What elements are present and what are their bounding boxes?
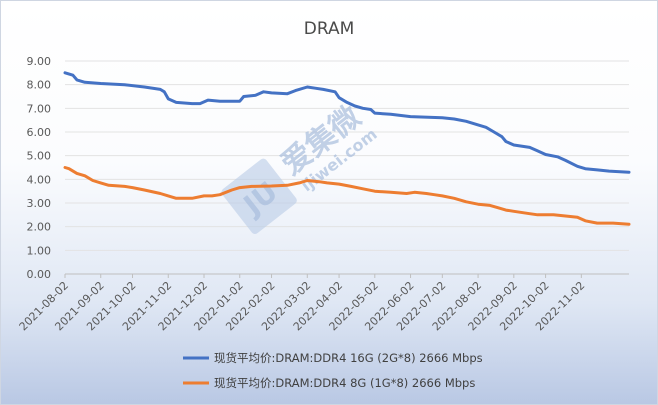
y-axis-ticks: 0.00 1.00 2.00 3.00 4.00 5.00 6.00 7.00 8.00 9.00 <box>27 55 52 281</box>
y-tick-label: 4.00 <box>27 173 52 186</box>
y-tick-label: 3.00 <box>27 197 52 210</box>
y-tick-label: 6.00 <box>27 126 52 139</box>
y-tick-label: 2.00 <box>27 221 52 234</box>
legend: 现货平均价:DRAM:DDR4 16G (2G*8) 2666 Mbps 现货平… <box>183 351 483 390</box>
watermark: JU 爱集微 ijiwei.com <box>221 99 381 234</box>
series-line-1 <box>63 166 631 226</box>
y-tick-label: 5.00 <box>27 150 52 163</box>
series-line-0 <box>63 71 631 174</box>
series-lines <box>63 71 631 226</box>
y-tick-label: 8.00 <box>27 79 52 92</box>
y-tick-label: 0.00 <box>27 268 52 281</box>
chart-title: DRAM <box>304 19 355 39</box>
y-tick-label: 9.00 <box>27 55 52 68</box>
gridlines <box>65 60 629 275</box>
y-tick-label: 7.00 <box>27 102 52 115</box>
legend-label-8g: 现货平均价:DRAM:DDR4 8G (1G*8) 2666 Mbps <box>214 376 475 390</box>
y-tick-label: 1.00 <box>27 244 52 257</box>
legend-label-16g: 现货平均价:DRAM:DDR4 16G (2G*8) 2666 Mbps <box>214 351 483 365</box>
x-axis-ticks: 2021-08-022021-09-022021-10-022021-11-02… <box>17 274 587 333</box>
watermark-logo-icon <box>221 158 297 234</box>
